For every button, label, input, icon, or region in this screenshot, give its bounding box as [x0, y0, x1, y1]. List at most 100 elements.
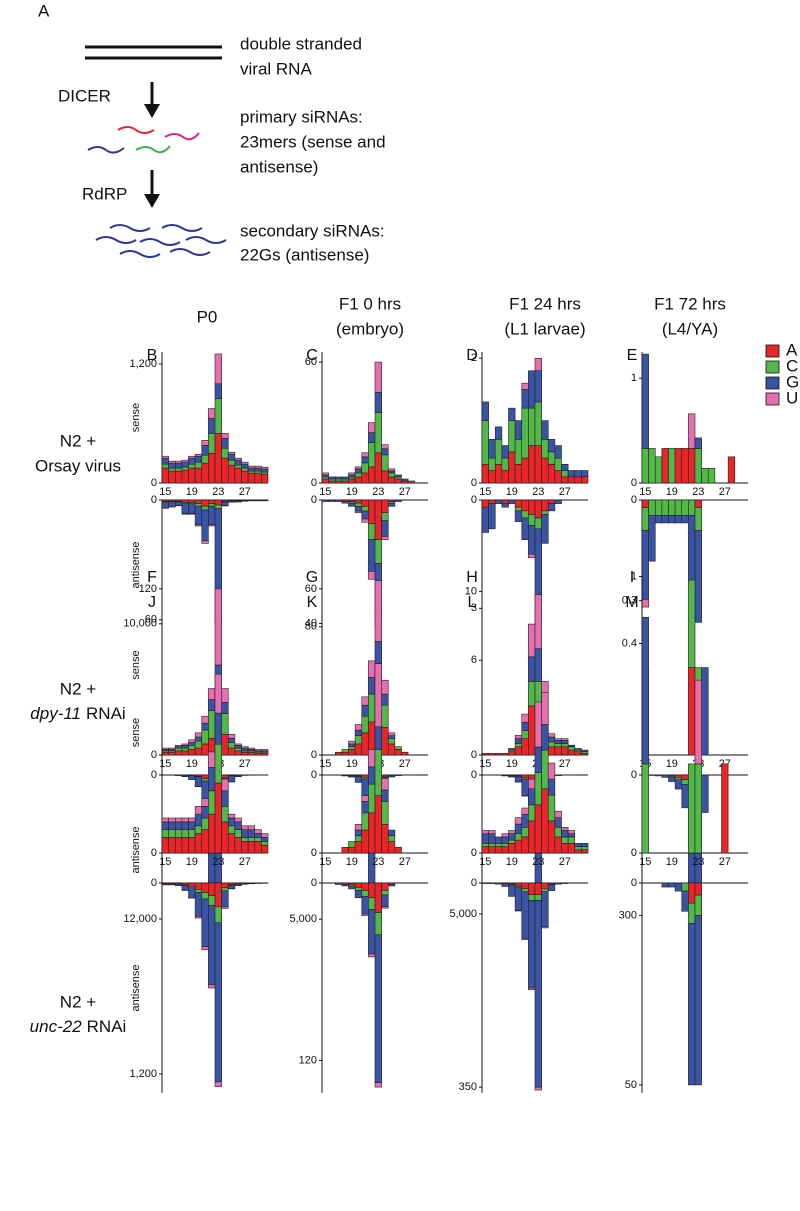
bar-segment [214, 743, 222, 784]
bar-segment [508, 833, 516, 841]
bar-segment [514, 746, 523, 756]
bar-segment [567, 833, 576, 838]
bar-segment [508, 748, 516, 751]
bar-segment [581, 843, 589, 847]
bar-segment [181, 817, 189, 823]
bar-segment [261, 844, 269, 854]
y-tick-label: 5,000 [289, 913, 317, 925]
bar-segment [208, 710, 216, 739]
bar-segment [214, 588, 222, 666]
x-tick-label: 19 [506, 486, 518, 498]
bar-segment [521, 826, 529, 838]
bar-segment [501, 843, 509, 847]
y-tick-label: 60 [305, 356, 317, 368]
bar-segment [348, 846, 356, 854]
bar-segment [394, 749, 402, 756]
x-tick-label: 23 [212, 486, 224, 498]
x-tick-label: 27 [559, 758, 571, 770]
bar-segment [694, 763, 702, 854]
bar-segment [168, 837, 176, 854]
bar-segment [361, 462, 369, 474]
bar-segment [494, 843, 503, 847]
bar-segment [567, 836, 576, 844]
panel-letter: B [147, 347, 158, 364]
gene: dpy-11 [30, 704, 81, 723]
y-tick-label: 0 [151, 847, 157, 859]
bar-segment [648, 499, 656, 516]
column-header: F1 72 hrs [654, 294, 726, 313]
bar-segment [361, 795, 369, 802]
bar-segment [161, 747, 169, 750]
legend-swatch [765, 360, 780, 374]
label: double stranded [240, 34, 362, 53]
bar-segment [541, 439, 549, 459]
bar-segment [161, 501, 169, 509]
column-header: (L1 larvae) [504, 319, 585, 338]
bar-segment [247, 747, 256, 750]
bar-segment [348, 743, 356, 747]
bar-segment [574, 843, 582, 847]
bar-segment [481, 401, 489, 421]
bar-segment [528, 499, 536, 515]
bar-segment [508, 751, 516, 756]
column-header: F1 24 hrs [509, 294, 581, 313]
y-tick-label: 3 [471, 602, 477, 614]
bar-segment [528, 445, 536, 484]
bar-segment [174, 750, 183, 756]
bar-segment [521, 938, 529, 940]
bar-segment [181, 461, 189, 468]
bar-segment [381, 778, 389, 791]
bar-segment [688, 499, 696, 516]
bar-segment [254, 465, 262, 469]
bar-segment [641, 448, 649, 484]
x-tick-label: 15 [639, 856, 651, 868]
bar-segment [201, 892, 209, 900]
bar-segment [514, 510, 523, 522]
bar-segment [554, 746, 562, 756]
bar-segment [334, 476, 343, 480]
bar-segment [168, 470, 176, 484]
x-tick-label: 23 [372, 856, 384, 868]
bar-segment [508, 830, 516, 835]
bar-segment [201, 743, 209, 756]
bar-segment [401, 478, 409, 482]
bar-segment [641, 353, 649, 449]
bar-segment [674, 514, 683, 524]
y-tick-label: 120 [139, 583, 157, 595]
bar-segment [201, 882, 209, 893]
bar-segment [168, 751, 176, 756]
bar-segment [161, 463, 169, 469]
x-tick-label: 19 [186, 856, 198, 868]
x-tick-label: 19 [506, 856, 518, 868]
bar-segment [221, 790, 229, 807]
bar-segment [194, 825, 203, 834]
column-header: (L4/YA) [662, 319, 718, 338]
bar-segment [674, 882, 683, 892]
bar-segment [208, 505, 216, 526]
bar-segment [534, 894, 542, 901]
bar-segment [247, 837, 256, 842]
bar-segment [234, 747, 242, 752]
bar-segment [368, 783, 376, 814]
bar-segment [261, 837, 269, 842]
bar-segment [174, 883, 183, 887]
bar-segment [547, 451, 556, 465]
x-tick-label: 27 [559, 856, 571, 868]
bar-segment [534, 499, 542, 519]
bar-segment [221, 688, 229, 703]
x-tick-label: 15 [319, 486, 331, 498]
bar-segment [234, 883, 242, 887]
bar-segment [501, 836, 509, 844]
bar-segment [194, 833, 203, 854]
y-tick-label: 1,200 [129, 358, 157, 370]
bar-segment [374, 912, 382, 936]
bar-segment [661, 448, 669, 484]
bar-segment [201, 778, 209, 782]
bar-segment [348, 474, 356, 478]
bar-segment [241, 461, 249, 465]
bar-segment [501, 457, 509, 471]
bar-segment [348, 749, 356, 756]
arrow-head [144, 104, 160, 118]
bar-segment [348, 502, 356, 507]
bar-segment [234, 745, 242, 749]
